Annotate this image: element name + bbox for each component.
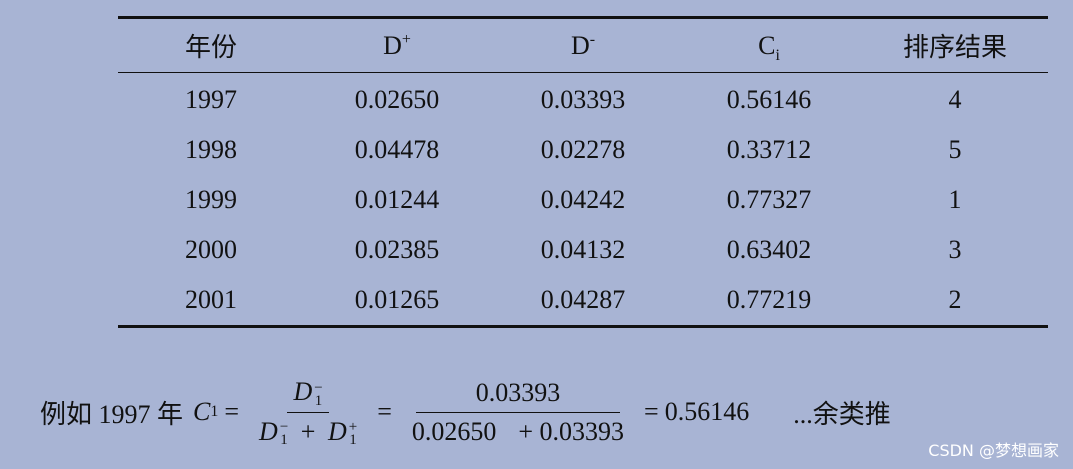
den2-a: 0.02650 bbox=[411, 416, 497, 446]
num1-base: D bbox=[293, 377, 313, 407]
formula-suffix: ...余类推 bbox=[793, 399, 891, 429]
cell-rank: 4 bbox=[948, 85, 962, 114]
header-rank: 排序结果 bbox=[902, 33, 1007, 62]
formula-result: 0.56146 bbox=[664, 397, 750, 426]
den1-a-sub: 1 bbox=[280, 431, 288, 448]
formula-c-symbol: C bbox=[193, 397, 211, 426]
table-top-rule bbox=[118, 16, 1048, 19]
cell-d-plus: 0.01265 bbox=[354, 285, 440, 314]
fraction-numeric-denominator: 0.02650 + 0.03393 bbox=[406, 413, 630, 447]
header-d-minus-base: D bbox=[570, 30, 590, 60]
cell-ci: 0.56146 bbox=[726, 85, 812, 114]
header-d-minus: D- bbox=[490, 31, 676, 61]
header-ci: Ci bbox=[676, 30, 862, 64]
table-bottom-rule bbox=[118, 325, 1048, 328]
header-year: 年份 bbox=[184, 33, 237, 62]
cell-year: 2001 bbox=[185, 285, 237, 314]
den1-b-base: D bbox=[327, 416, 347, 446]
cell-rank: 2 bbox=[948, 285, 962, 314]
table-row: 1998 0.04478 0.02278 0.33712 5 bbox=[118, 125, 1048, 175]
topsis-table: 年份 D+ D- Ci 排序结果 1997 0.02650 0.03393 0.… bbox=[118, 16, 1048, 328]
table-header-row: 年份 D+ D- Ci 排序结果 bbox=[118, 19, 1048, 72]
formula-fraction-symbolic: D −1 D −1 + D +1 bbox=[253, 377, 363, 448]
table-row: 1997 0.02650 0.03393 0.56146 4 bbox=[118, 75, 1048, 125]
den1-b-sup: + bbox=[348, 418, 358, 435]
den1-a-scripts: −1 bbox=[279, 418, 289, 448]
den1-plus: + bbox=[300, 416, 316, 446]
cell-year: 1997 bbox=[185, 85, 237, 114]
cell-rank: 1 bbox=[948, 185, 962, 214]
cell-d-minus: 0.04287 bbox=[540, 285, 626, 314]
csdn-watermark: CSDN @梦想画家 bbox=[928, 441, 1059, 460]
den1-a-base: D bbox=[259, 416, 278, 446]
cell-d-minus: 0.03393 bbox=[540, 85, 626, 114]
cell-ci: 0.33712 bbox=[726, 135, 812, 164]
cell-ci: 0.77219 bbox=[726, 285, 812, 314]
cell-d-minus: 0.02278 bbox=[540, 135, 626, 164]
header-d-minus-sup: - bbox=[589, 30, 596, 48]
formula-equals-3: = bbox=[644, 397, 659, 426]
num1-sup: − bbox=[314, 379, 323, 396]
cell-ci: 0.77327 bbox=[726, 185, 812, 214]
header-d-plus: D+ bbox=[304, 31, 490, 61]
formula-equals-2: = bbox=[377, 397, 392, 426]
den2-b: + 0.03393 bbox=[518, 416, 625, 446]
table-row: 2000 0.02385 0.04132 0.63402 3 bbox=[118, 225, 1048, 275]
cell-d-plus: 0.02385 bbox=[354, 235, 440, 264]
table-row: 1999 0.01244 0.04242 0.77327 1 bbox=[118, 175, 1048, 225]
fraction-symbolic-numerator: D −1 bbox=[287, 377, 329, 413]
table-row: 2001 0.01265 0.04287 0.77219 2 bbox=[118, 275, 1048, 325]
cell-year: 1999 bbox=[185, 185, 237, 214]
cell-year: 1998 bbox=[185, 135, 237, 164]
header-d-plus-base: D bbox=[383, 30, 402, 60]
header-ci-base: C bbox=[758, 30, 776, 60]
formula-prefix: 例如 1997 年 bbox=[40, 399, 184, 429]
cell-rank: 5 bbox=[948, 135, 962, 164]
cell-year: 2000 bbox=[185, 235, 237, 264]
table-header-rule bbox=[118, 72, 1048, 73]
cell-d-plus: 0.04478 bbox=[354, 135, 440, 164]
header-d-plus-sup: + bbox=[401, 30, 411, 48]
cell-rank: 3 bbox=[948, 235, 962, 264]
den1-b-sub: 1 bbox=[349, 431, 357, 448]
formula-equals-1: = bbox=[224, 397, 240, 426]
den1-b-scripts: +1 bbox=[348, 418, 358, 448]
cell-d-plus: 0.02650 bbox=[354, 85, 440, 114]
num1-sub: 1 bbox=[314, 392, 323, 409]
cell-d-minus: 0.04132 bbox=[540, 235, 626, 264]
header-ci-sub: i bbox=[775, 46, 780, 64]
cell-d-plus: 0.01244 bbox=[354, 185, 440, 214]
num1-scripts: −1 bbox=[314, 379, 323, 409]
cell-ci: 0.63402 bbox=[726, 235, 812, 264]
cell-d-minus: 0.04242 bbox=[540, 185, 626, 214]
formula-fraction-numeric: 0.03393 0.02650 + 0.03393 bbox=[406, 378, 630, 447]
fraction-symbolic-denominator: D −1 + D +1 bbox=[253, 413, 363, 448]
den1-a-sup: − bbox=[279, 418, 289, 435]
fraction-numeric-numerator: 0.03393 bbox=[415, 378, 621, 413]
